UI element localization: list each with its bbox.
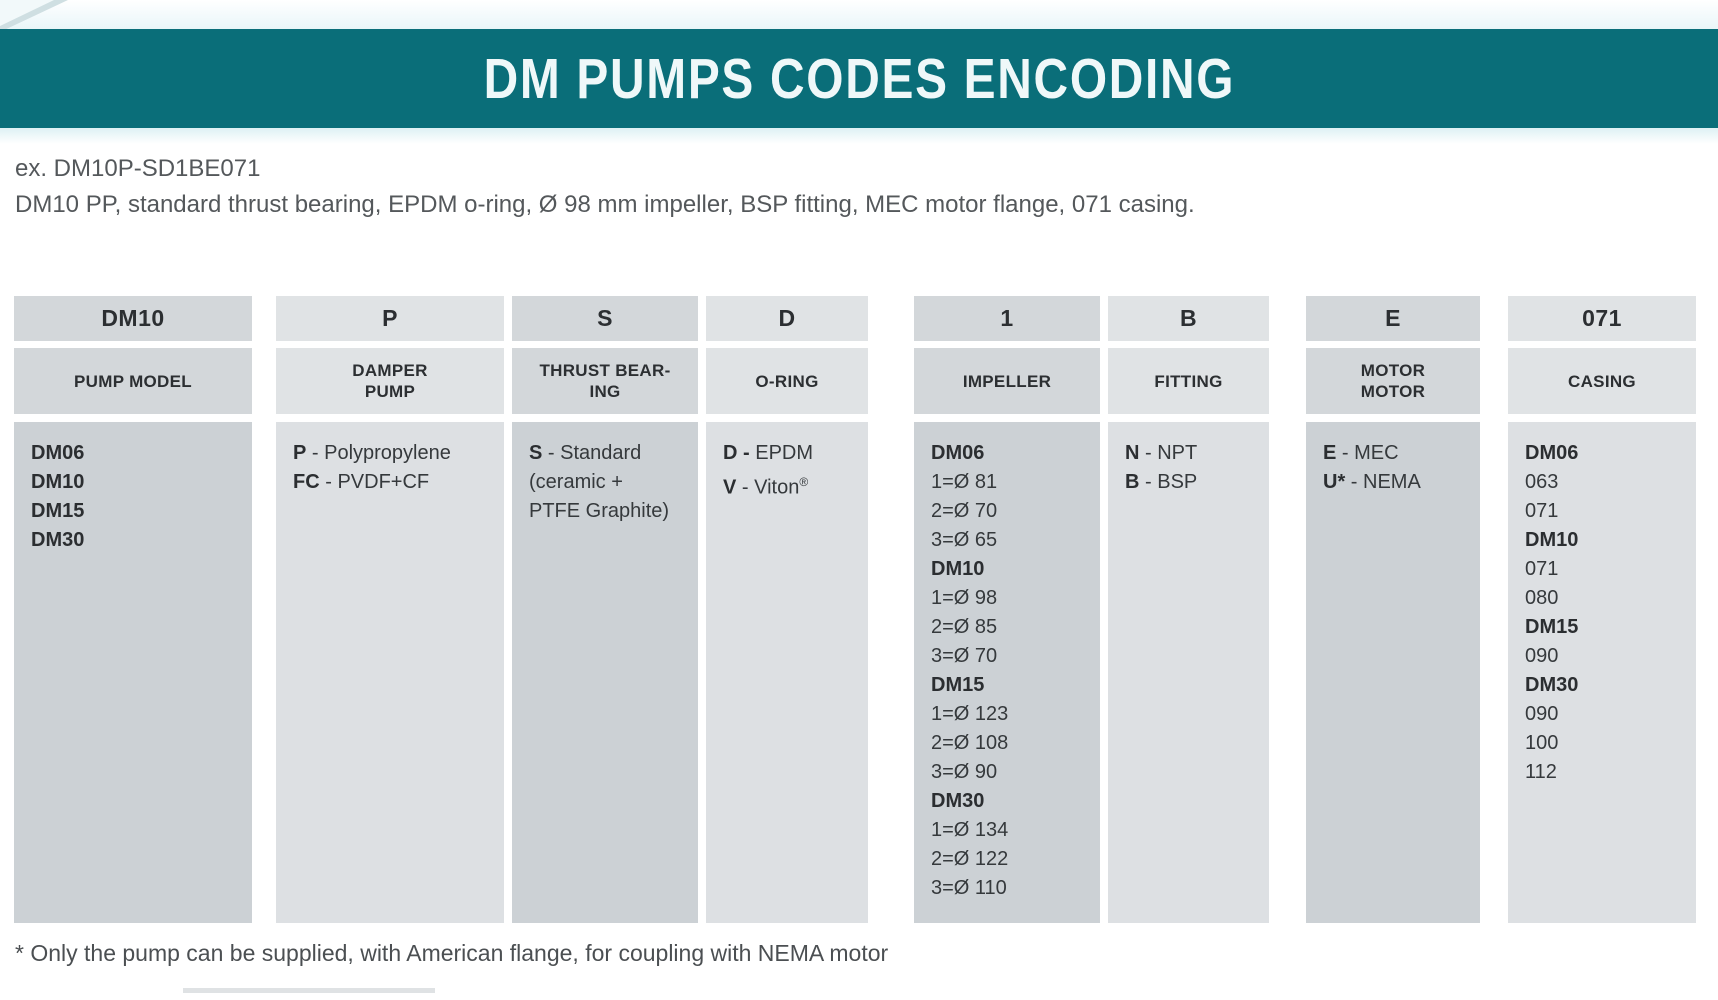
column-body-cell: D - EPDM V - Viton®	[706, 422, 868, 923]
body-line: 3=Ø 65	[931, 529, 998, 551]
body-line: 100	[1525, 732, 1559, 754]
body-line: 2=Ø 70	[931, 500, 998, 522]
example-description-line: DM10 PP, standard thrust bearing, EPDM o…	[15, 191, 1195, 218]
body-line: DM06	[931, 442, 985, 464]
example-block: ex. DM10P-SD1BE071 DM10 PP, standard thr…	[15, 151, 1195, 223]
top-strip	[0, 0, 1718, 29]
body-line: 3=Ø 70	[931, 645, 998, 667]
column-code-cell: 071	[1508, 296, 1696, 341]
column-body-cell: S - Standard (ceramic + PTFE Graphite)	[512, 422, 698, 923]
column-body-cell: E - MEC U* - NEMA	[1306, 422, 1480, 923]
table-column-thrust-bear-ing: S THRUST BEAR- ING S - Standard (ceramic + P…	[512, 296, 698, 923]
body-line: (ceramic +	[529, 471, 623, 493]
column-body-cell: N - NPT B - BSP	[1108, 422, 1269, 923]
body-line: DM10	[931, 558, 985, 580]
column-header-cell: PUMP MODEL	[14, 348, 252, 414]
body-line: PTFE Graphite)	[529, 500, 670, 522]
body-line: 1=Ø 98	[931, 587, 998, 609]
table-column-fitting: B FITTING N - NPT B - BSP	[1108, 296, 1269, 923]
body-line: N - NPT	[1125, 442, 1198, 464]
column-code-cell: DM10	[14, 296, 252, 341]
body-line: P - Polypropylene	[293, 442, 451, 464]
body-line: DM30	[1525, 674, 1579, 696]
column-header-cell: IMPELLER	[914, 348, 1100, 414]
page-title: DM PUMPS CODES ENCODING	[483, 46, 1235, 111]
column-code-cell: D	[706, 296, 868, 341]
column-code-cell: S	[512, 296, 698, 341]
body-line: 112	[1525, 761, 1557, 783]
table-column-motor-motor: E MOTOR MOTOR E - MEC U* - NEMA	[1306, 296, 1480, 923]
column-body-cell: DM06 DM10 DM15 DM30	[14, 422, 252, 923]
body-line: 090	[1525, 645, 1559, 667]
body-line: DM15	[1525, 616, 1579, 638]
body-line: S - Standard	[529, 442, 642, 464]
body-line: E - MEC	[1323, 442, 1399, 464]
body-line: B - BSP	[1125, 471, 1198, 493]
column-header-cell: CASING	[1508, 348, 1696, 414]
bottom-artifact	[183, 988, 435, 993]
body-line: 071	[1525, 500, 1559, 522]
body-line: DM06	[31, 442, 85, 464]
column-header-cell: FITTING	[1108, 348, 1269, 414]
body-line: FC - PVDF+CF	[293, 471, 430, 493]
table-column-impeller: 1 IMPELLER DM06 1=Ø 81 2=Ø 70 3=Ø 65 DM10 1=Ø 9…	[914, 296, 1100, 923]
banner-glow	[0, 128, 1718, 144]
body-line: DM30	[31, 529, 85, 551]
column-code-cell: P	[276, 296, 504, 341]
column-body-cell: DM06 1=Ø 81 2=Ø 70 3=Ø 65 DM10 1=Ø 98 2=Ø 85 3=…	[914, 422, 1100, 923]
body-line: 071	[1525, 558, 1559, 580]
example-code-line: ex. DM10P-SD1BE071	[15, 155, 261, 182]
body-line: DM15	[31, 500, 85, 522]
column-body-cell: P - Polypropylene FC - PVDF+CF	[276, 422, 504, 923]
body-line: 080	[1525, 587, 1559, 609]
body-line: 2=Ø 122	[931, 848, 1009, 870]
body-line: 063	[1525, 471, 1559, 493]
body-line: DM06	[1525, 442, 1579, 464]
body-line: V - Viton®	[723, 475, 809, 499]
body-line: 1=Ø 81	[931, 471, 998, 493]
table-column-damper-pump: P DAMPER PUMP P - Polypropylene FC - PVDF+C…	[276, 296, 504, 923]
title-banner: DM PUMPS CODES ENCODING	[0, 29, 1718, 128]
body-line: DM10	[31, 471, 85, 493]
table-column-o-ring: D O-RING D - EPDM V - Viton®	[706, 296, 868, 923]
column-code-cell: B	[1108, 296, 1269, 341]
table-column-pump-model: DM10 PUMP MODEL DM06 DM10 DM15 DM30	[14, 296, 252, 923]
body-line: D - EPDM	[723, 442, 814, 464]
body-line: DM10	[1525, 529, 1579, 551]
column-code-cell: E	[1306, 296, 1480, 341]
column-header-cell: DAMPER PUMP	[276, 348, 504, 414]
body-line: 1=Ø 134	[931, 819, 1009, 841]
body-line: U* - NEMA	[1323, 471, 1421, 493]
body-line: 2=Ø 108	[931, 732, 1009, 754]
body-line: DM15	[931, 674, 985, 696]
column-header-cell: MOTOR MOTOR	[1306, 348, 1480, 414]
body-line: 2=Ø 85	[931, 616, 998, 638]
column-header-cell: THRUST BEAR- ING	[512, 348, 698, 414]
body-line: DM30	[931, 790, 985, 812]
table-column-casing: 071 CASING DM06 063 071 DM10 071 080 DM15 090 DM30…	[1508, 296, 1696, 923]
body-line: 090	[1525, 703, 1559, 725]
corner-decoration-overlay	[0, 0, 54, 26]
column-body-cell: DM06 063 071 DM10 071 080 DM15 090 DM30 090 100 112	[1508, 422, 1696, 923]
column-code-cell: 1	[914, 296, 1100, 341]
column-header-cell: O-RING	[706, 348, 868, 414]
footnote: * Only the pump can be supplied, with Am…	[15, 940, 889, 966]
body-line: 1=Ø 123	[931, 703, 1009, 725]
body-line: 3=Ø 110	[931, 877, 1007, 899]
body-line: 3=Ø 90	[931, 761, 998, 783]
